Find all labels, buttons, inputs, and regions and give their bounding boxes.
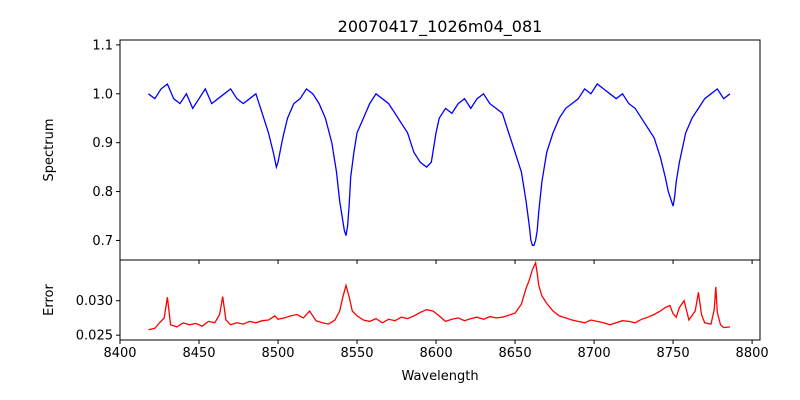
error-xtick-label: 8600 <box>420 346 453 361</box>
error-ylabel: Error <box>42 284 57 316</box>
spectrum-ytick-label: 0.8 <box>92 185 113 200</box>
error-xtick-label: 8700 <box>578 346 611 361</box>
error-xtick-label: 8450 <box>182 346 215 361</box>
error-xtick-label: 8500 <box>261 346 294 361</box>
error-plot-frame <box>119 259 761 341</box>
error-ytick-label: 0.030 <box>76 294 113 309</box>
spectrum-plot: 0.7 0.8 0.9 1.0 1.1 Spectrum <box>42 38 761 264</box>
spectrum-ytick-label: 0.9 <box>92 136 113 151</box>
spectrum-ytick-label: 1.1 <box>92 38 113 53</box>
error-xtick-label: 8800 <box>736 346 769 361</box>
error-plot: 8400 8450 8500 8550 8600 8650 8700 8750 8800 0.02… <box>42 259 769 384</box>
error-xtick-label: 8650 <box>499 346 532 361</box>
error-xtick-label: 8400 <box>103 346 136 361</box>
error-series-line <box>148 260 731 331</box>
error-xtick-label: 8750 <box>657 346 690 361</box>
wavelength-xlabel: Wavelength <box>401 369 478 384</box>
spectrum-ylabel: Spectrum <box>42 119 57 182</box>
spectrum-ytick-label: 1.0 <box>92 87 113 102</box>
error-ytick-label: 0.025 <box>76 329 113 344</box>
spectrum-ytick-label: 0.7 <box>92 234 113 249</box>
error-xtick-label: 8550 <box>340 346 373 361</box>
chart-title: 20070417_1026m04_081 <box>338 17 543 37</box>
spectrum-series-line <box>148 82 731 246</box>
